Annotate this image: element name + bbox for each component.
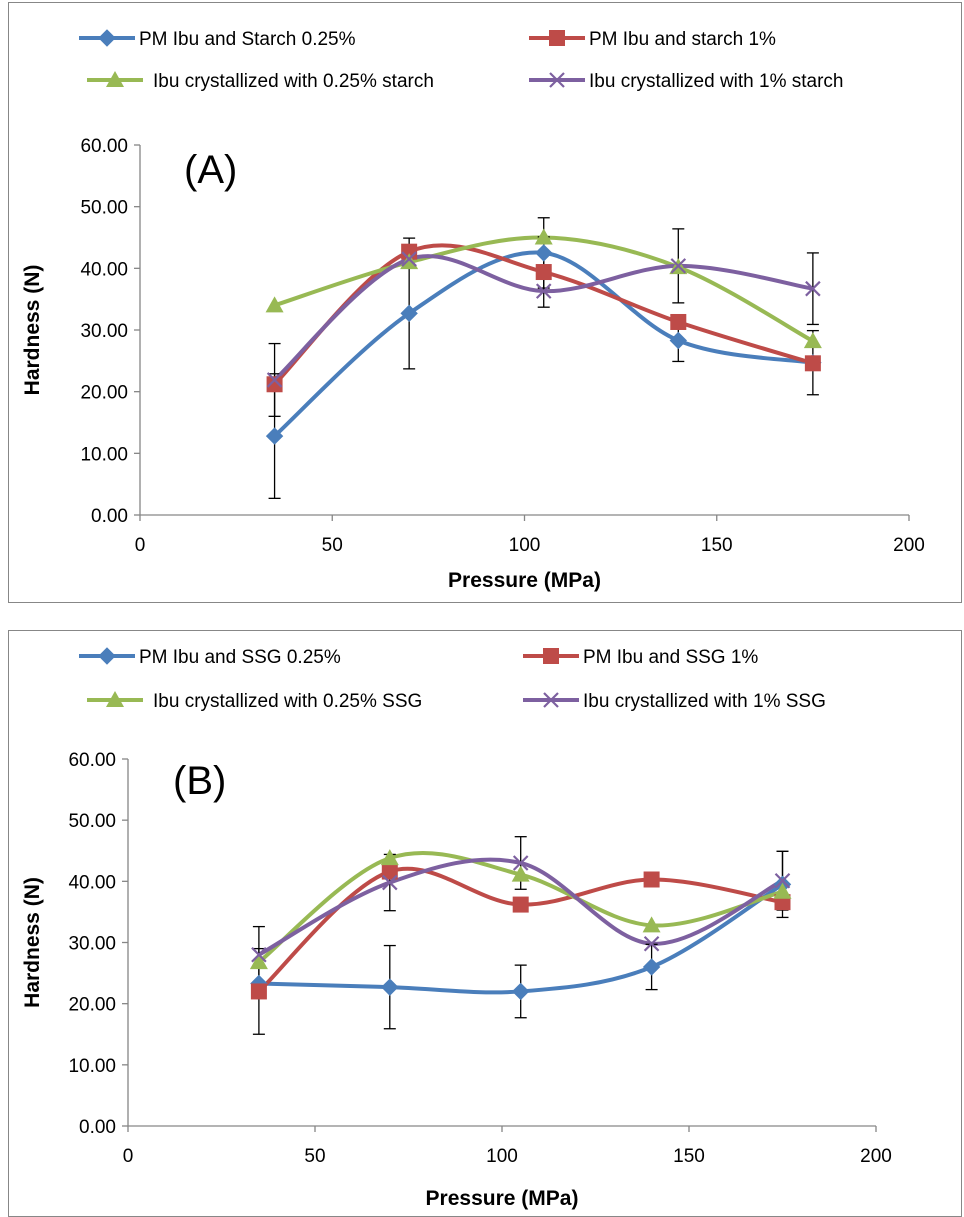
data-point-ibu-crystallized-with-1-starch: [535, 283, 552, 299]
y-tick-label: 20.00: [80, 383, 128, 404]
data-point-ibu-crystallized-with-0-25-ssg: [511, 865, 530, 882]
data-point-ibu-crystallized-with-1-ssg: [774, 872, 791, 889]
x-tick-label: 0: [135, 535, 146, 556]
y-tick-label: 50.00: [68, 811, 116, 832]
hardness-chart-b: PM Ibu and SSG 0.25% PM Ibu and SSG 1% Ibu…: [21, 647, 892, 1210]
panel-label: (A): [184, 148, 237, 192]
legend: PM Ibu and Starch 0.25% PM Ibu and starch…: [79, 29, 844, 92]
legend-pm-ibu-and-starch-0-25-marker: [98, 29, 116, 47]
hardness-chart-a: PM Ibu and Starch 0.25% PM Ibu and starch…: [21, 29, 925, 592]
x-tick-label: 100: [509, 535, 541, 556]
legend-label-ibu-crystallized-with-1-ssg: Ibu crystallized with 1% SSG: [583, 691, 826, 712]
legend-label-pm-ibu-and-ssg-0-25: PM Ibu and SSG 0.25%: [139, 647, 341, 668]
x-tick-label: 150: [673, 1146, 705, 1167]
data-point-pm-ibu-and-ssg-1: [512, 896, 529, 913]
x-tick-label: 150: [701, 535, 733, 556]
legend-pm-ibu-and-ssg-1-marker: [543, 648, 559, 664]
y-tick-label: 0.00: [91, 506, 128, 527]
data-point-pm-ibu-and-starch-0-25: [400, 304, 418, 323]
data-point-pm-ibu-and-starch-1: [804, 355, 821, 372]
data-point-pm-ibu-and-ssg-1: [381, 863, 398, 880]
x-tick-label: 100: [486, 1146, 518, 1167]
legend: PM Ibu and SSG 0.25% PM Ibu and SSG 1% Ibu…: [79, 647, 826, 712]
data-point-pm-ibu-and-starch-0-25: [265, 427, 284, 445]
legend-label-pm-ibu-and-starch-1: PM Ibu and starch 1%: [589, 29, 776, 50]
legend-ibu-crystallized-with-0-25-ssg-marker: [106, 691, 124, 707]
y-axis-title: Hardness (N): [21, 265, 44, 396]
legend-pm-ibu-and-ssg-0-25-marker: [98, 647, 116, 665]
data-point-ibu-crystallized-with-0-25-starch: [803, 332, 822, 349]
data-point-ibu-crystallized-with-0-25-starch: [265, 296, 284, 313]
data-point-ibu-crystallized-with-0-25-ssg: [773, 882, 792, 899]
data-point-ibu-crystallized-with-0-25-ssg: [380, 849, 399, 866]
y-tick-label: 10.00: [80, 444, 128, 465]
legend-ibu-crystallized-with-1-ssg-marker: [543, 692, 559, 708]
series-line-ibu-crystallized-with-1-starch: [273, 254, 814, 382]
y-tick-label: 60.00: [68, 750, 116, 771]
data-point-pm-ibu-and-starch-1: [535, 264, 552, 281]
x-axis-title: Pressure (MPa): [448, 569, 601, 592]
data-point-pm-ibu-and-starch-0-25: [535, 244, 553, 262]
legend-pm-ibu-and-starch-1-marker: [549, 30, 565, 46]
x-tick-label: 200: [860, 1146, 892, 1167]
data-point-ibu-crystallized-with-1-ssg: [382, 874, 398, 891]
legend-label-pm-ibu-and-starch-0-25: PM Ibu and Starch 0.25%: [139, 29, 356, 50]
y-tick-label: 10.00: [68, 1056, 116, 1077]
data-point-pm-ibu-and-ssg-0-25: [381, 978, 399, 996]
chart-panel-a: PM Ibu and Starch 0.25% PM Ibu and starch…: [8, 2, 962, 603]
legend-ibu-crystallized-with-0-25-starch-marker: [106, 71, 124, 87]
data-point-ibu-crystallized-with-1-starch: [401, 251, 417, 267]
data-point-ibu-crystallized-with-1-ssg: [643, 935, 660, 952]
data-point-ibu-crystallized-with-1-starch: [805, 280, 821, 297]
y-tick-label: 60.00: [80, 136, 128, 157]
data-point-ibu-crystallized-with-0-25-starch: [400, 253, 419, 270]
data-point-pm-ibu-and-ssg-0-25: [642, 958, 661, 976]
panel-label: (B): [173, 759, 226, 803]
x-tick-label: 50: [322, 535, 343, 556]
y-axis-title: Hardness (N): [21, 877, 44, 1008]
data-point-pm-ibu-and-starch-0-25: [669, 331, 688, 350]
y-tick-label: 20.00: [68, 995, 116, 1016]
legend-label-ibu-crystallized-with-0-25-starch: Ibu crystallized with 0.25% starch: [153, 71, 434, 92]
x-tick-label: 50: [304, 1146, 325, 1167]
y-tick-label: 30.00: [68, 934, 116, 955]
x-tick-label: 0: [123, 1146, 134, 1167]
x-tick-label: 200: [893, 535, 925, 556]
legend-label-ibu-crystallized-with-1-starch: Ibu crystallized with 1% starch: [589, 71, 844, 92]
y-tick-label: 50.00: [80, 198, 128, 219]
data-point-pm-ibu-and-ssg-0-25: [511, 982, 530, 1001]
chart-panel-b: PM Ibu and SSG 0.25% PM Ibu and SSG 1% Ibu…: [8, 630, 962, 1217]
data-point-ibu-crystallized-with-0-25-ssg: [642, 916, 661, 933]
y-tick-label: 0.00: [79, 1117, 116, 1138]
legend-label-ibu-crystallized-with-0-25-ssg: Ibu crystallized with 0.25% SSG: [153, 691, 422, 712]
data-point-pm-ibu-and-ssg-1: [643, 871, 660, 888]
data-point-ibu-crystallized-with-1-ssg: [251, 946, 267, 963]
data-point-ibu-crystallized-with-0-25-starch: [534, 228, 553, 245]
data-point-ibu-crystallized-with-1-starch: [266, 372, 283, 388]
x-axis-title: Pressure (MPa): [426, 1187, 579, 1210]
y-tick-label: 40.00: [80, 259, 128, 280]
data-point-pm-ibu-and-starch-1: [670, 313, 687, 330]
y-tick-label: 30.00: [80, 321, 128, 342]
legend-label-pm-ibu-and-ssg-1: PM Ibu and SSG 1%: [583, 647, 758, 668]
data-point-pm-ibu-and-ssg-1: [250, 983, 267, 1000]
data-point-ibu-crystallized-with-1-starch: [670, 258, 687, 274]
y-tick-label: 40.00: [68, 872, 116, 893]
data-point-pm-ibu-and-starch-1: [266, 376, 283, 393]
legend-ibu-crystallized-with-1-starch-marker: [549, 72, 565, 88]
data-point-ibu-crystallized-with-0-25-ssg: [249, 953, 268, 970]
data-point-ibu-crystallized-with-1-ssg: [512, 855, 529, 871]
